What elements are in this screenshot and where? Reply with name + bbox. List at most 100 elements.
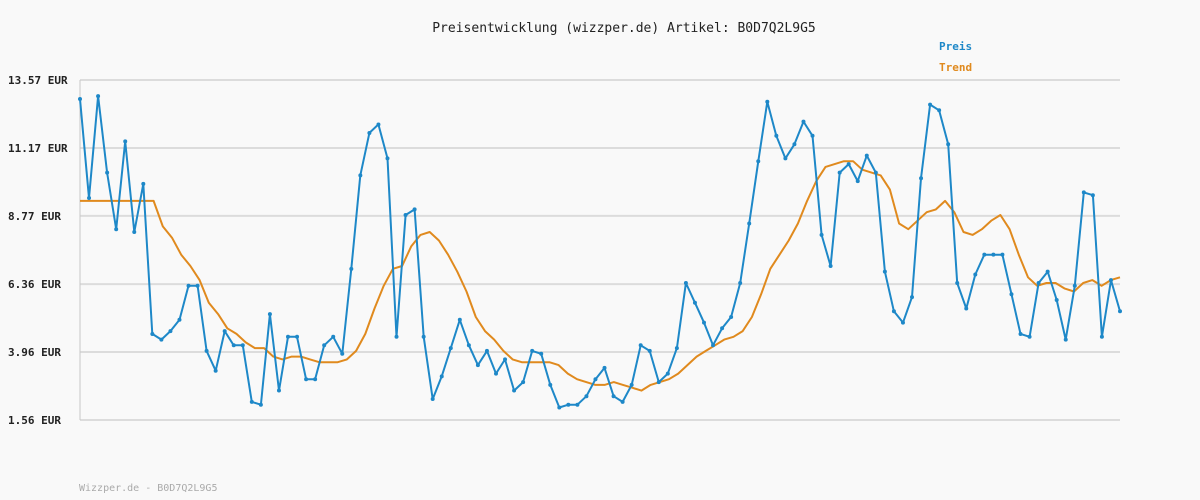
data-point <box>267 312 272 317</box>
data-point <box>620 399 625 404</box>
data-point <box>819 232 824 237</box>
data-point <box>475 363 480 368</box>
data-point <box>177 317 182 322</box>
data-point <box>304 377 309 382</box>
data-point <box>738 280 743 285</box>
data-point <box>258 402 263 407</box>
data-point <box>213 368 218 373</box>
data-point <box>1009 292 1014 297</box>
data-point <box>747 221 752 226</box>
data-point <box>484 348 489 353</box>
data-point <box>1045 269 1050 274</box>
data-point <box>385 156 390 161</box>
data-point <box>584 394 589 399</box>
y-tick-label: 8.77 EUR <box>8 210 61 223</box>
series-line-trend <box>80 160 1121 392</box>
data-point <box>928 102 933 107</box>
data-point <box>195 283 200 288</box>
data-point <box>575 402 580 407</box>
data-point <box>503 357 508 362</box>
data-point <box>593 377 598 382</box>
data-point <box>729 314 734 319</box>
data-point <box>828 263 833 268</box>
data-point <box>412 207 417 212</box>
y-tick-label: 3.96 EUR <box>8 346 61 359</box>
data-point <box>539 351 544 356</box>
y-axis: 13.57 EUR 11.17 EUR 8.77 EUR 6.36 EUR 3.96 E… <box>8 74 81 427</box>
data-point <box>801 119 806 124</box>
data-point <box>340 351 345 356</box>
data-point <box>430 397 435 402</box>
data-point <box>313 377 318 382</box>
data-point <box>846 162 851 167</box>
data-point <box>1027 334 1032 339</box>
grid <box>80 79 1120 421</box>
data-point <box>756 159 761 164</box>
data-point <box>132 230 137 235</box>
data-point <box>973 272 978 277</box>
data-point <box>231 343 236 348</box>
series-trend <box>80 160 1121 392</box>
data-point <box>367 130 372 135</box>
data-point <box>946 142 951 147</box>
data-point <box>548 382 553 387</box>
legend-entry-preis: Preis <box>939 40 972 53</box>
data-point <box>1054 297 1059 302</box>
data-point <box>1081 190 1086 195</box>
data-point <box>674 346 679 351</box>
data-point <box>683 280 688 285</box>
data-point <box>1118 309 1122 314</box>
data-point <box>855 179 860 184</box>
data-point <box>692 300 697 305</box>
data-point <box>349 266 354 271</box>
legend: Preis Trend <box>939 40 972 74</box>
data-point <box>611 394 616 399</box>
data-point <box>873 170 878 175</box>
data-point <box>204 348 209 353</box>
data-point <box>159 337 164 342</box>
data-point <box>249 399 254 404</box>
data-point <box>421 334 426 339</box>
data-point <box>512 388 517 393</box>
data-point <box>457 317 462 322</box>
data-point <box>792 142 797 147</box>
data-point <box>530 348 535 353</box>
data-point <box>566 402 571 407</box>
data-point <box>937 108 942 113</box>
data-point <box>629 382 634 387</box>
data-point <box>837 170 842 175</box>
data-point <box>358 173 363 178</box>
data-point <box>900 320 905 325</box>
data-point <box>494 371 498 376</box>
data-point <box>991 252 996 257</box>
data-point <box>602 365 607 370</box>
data-point <box>466 343 471 348</box>
data-point <box>96 94 101 99</box>
data-point <box>864 153 869 158</box>
data-point <box>919 176 924 181</box>
y-tick-label: 1.56 EUR <box>8 414 61 427</box>
data-point <box>1036 280 1041 285</box>
data-point <box>783 156 788 161</box>
data-point <box>276 388 281 393</box>
data-point <box>295 334 300 339</box>
data-point <box>448 346 453 351</box>
data-point <box>240 343 245 348</box>
chart-title: Preisentwicklung (wizzper.de) Artikel: B… <box>432 21 816 36</box>
data-point <box>1063 337 1068 342</box>
data-point <box>1090 193 1095 198</box>
data-point <box>765 99 770 104</box>
data-point <box>394 334 399 339</box>
data-point <box>638 343 643 348</box>
data-point <box>141 181 146 186</box>
data-point <box>1099 334 1104 339</box>
data-point <box>403 213 408 218</box>
data-point <box>982 252 987 257</box>
y-tick-label: 6.36 EUR <box>8 278 61 291</box>
data-point <box>186 283 191 288</box>
data-point <box>1108 278 1113 283</box>
data-point <box>78 96 82 101</box>
data-point <box>711 343 716 348</box>
y-tick-label: 11.17 EUR <box>8 142 68 155</box>
